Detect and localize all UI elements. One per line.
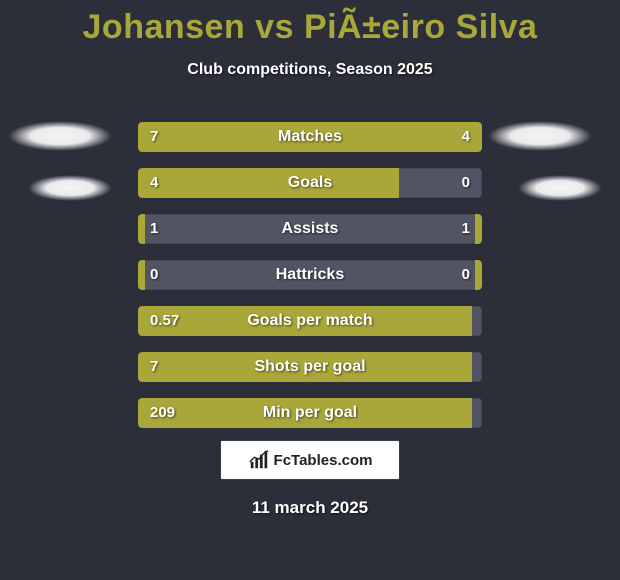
stat-row: 0Hattricks0	[138, 260, 482, 290]
stat-label: Matches	[138, 122, 482, 152]
avatar-shadow	[488, 121, 592, 151]
footer-date: 11 march 2025	[0, 498, 620, 518]
stat-row: 209Min per goal	[138, 398, 482, 428]
avatar-shadow	[8, 121, 112, 151]
avatar-shadow	[28, 175, 112, 201]
brand-badge: FcTables.com	[220, 440, 400, 480]
chart-icon	[248, 449, 270, 471]
page-subtitle: Club competitions, Season 2025	[0, 61, 620, 79]
stat-row: 7Shots per goal	[138, 352, 482, 382]
stat-row: 4Goals0	[138, 168, 482, 198]
stat-label: Min per goal	[138, 398, 482, 428]
stat-label: Assists	[138, 214, 482, 244]
stat-value-right: 1	[462, 214, 470, 244]
stat-label: Hattricks	[138, 260, 482, 290]
stat-label: Goals	[138, 168, 482, 198]
stat-value-right: 4	[462, 122, 470, 152]
stat-comparison: 7Matches44Goals01Assists10Hattricks00.57…	[138, 122, 482, 444]
stat-row: 0.57Goals per match	[138, 306, 482, 336]
stat-label: Shots per goal	[138, 352, 482, 382]
stat-value-right: 0	[462, 260, 470, 290]
stat-row: 1Assists1	[138, 214, 482, 244]
stat-row: 7Matches4	[138, 122, 482, 152]
avatar-shadow	[518, 175, 602, 201]
stat-label: Goals per match	[138, 306, 482, 336]
stat-value-right: 0	[462, 168, 470, 198]
brand-text: FcTables.com	[274, 452, 373, 469]
page-title: Johansen vs PiÃ±eiro Silva	[0, 0, 620, 47]
